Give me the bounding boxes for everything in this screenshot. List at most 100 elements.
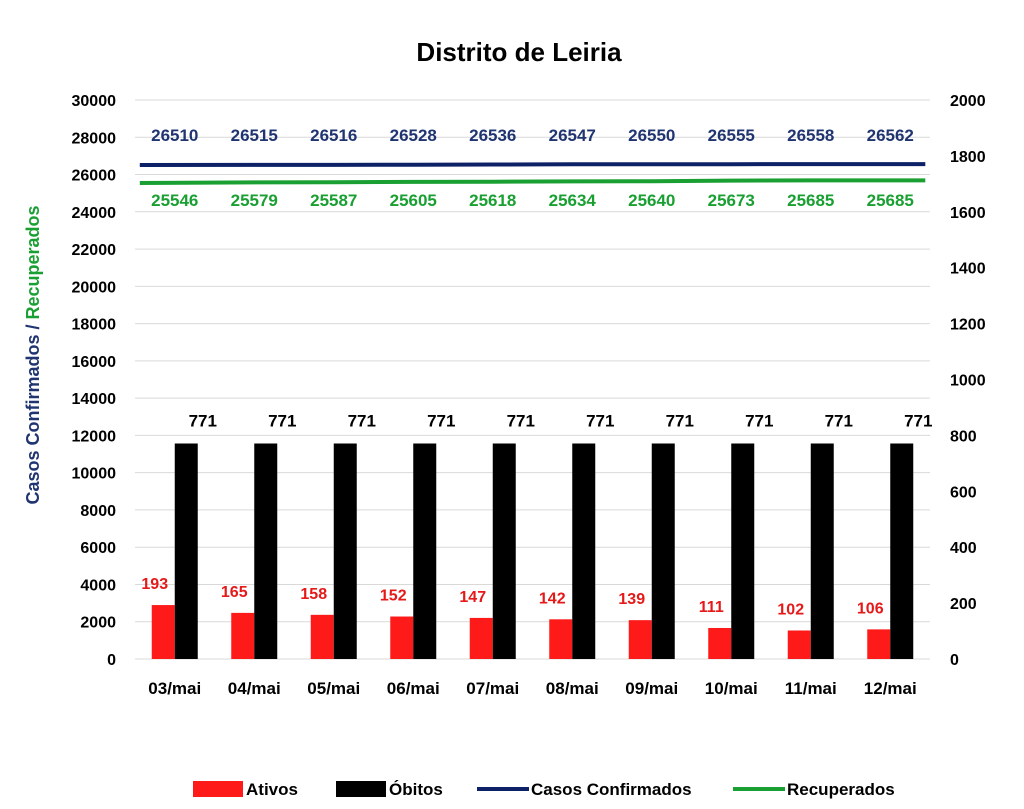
label-obitos: 771 (507, 412, 535, 431)
label-ativos: 165 (221, 584, 248, 601)
label-obitos: 771 (268, 412, 296, 431)
legend-swatch (336, 781, 386, 797)
label-casos-confirmados: 26510 (151, 126, 198, 145)
left-tick-label: 0 (107, 652, 116, 669)
label-recuperados: 25685 (867, 191, 914, 210)
left-tick-label: 4000 (80, 577, 116, 594)
chart-title: Distrito de Leiria (416, 37, 622, 67)
left-tick-label: 2000 (80, 615, 116, 632)
bar-obitos (731, 443, 755, 659)
category-label: 07/mai (466, 679, 519, 698)
label-ativos: 139 (618, 591, 645, 608)
label-recuperados: 25587 (310, 191, 357, 210)
legend-label: Recuperados (787, 780, 895, 799)
legend-item: Casos Confirmados (477, 780, 692, 799)
bar-ativos (310, 614, 334, 659)
label-ativos: 102 (777, 601, 804, 618)
bar-obitos (254, 443, 278, 659)
right-axis-ticks: 0 200 400 600 800 1000 1200 1400 1600 1800 2000 (950, 93, 986, 669)
label-obitos: 771 (666, 412, 694, 431)
left-tick-label: 10000 (72, 466, 117, 483)
label-casos-confirmados: 26547 (549, 126, 596, 145)
label-recuperados: 25634 (549, 191, 597, 210)
label-obitos: 771 (904, 412, 932, 431)
legend-swatch (193, 781, 243, 797)
label-recuperados: 25640 (628, 191, 675, 210)
label-ativos: 158 (300, 586, 327, 603)
label-casos-confirmados: 26515 (231, 126, 278, 145)
right-tick-label: 1600 (950, 205, 986, 222)
line-casos-confirmados (139, 162, 926, 167)
label-recuperados: 25579 (231, 191, 278, 210)
left-tick-label: 8000 (80, 503, 116, 520)
legend-label: Ativos (246, 780, 298, 799)
y-axis-label: Casos Confirmados / Recuperados (23, 205, 43, 504)
left-tick-label: 30000 (72, 93, 117, 110)
right-tick-label: 400 (950, 540, 977, 557)
right-tick-label: 1200 (950, 317, 986, 334)
left-tick-label: 18000 (72, 317, 117, 334)
category-label: 03/mai (148, 679, 201, 698)
bar-ativos (787, 630, 811, 659)
label-recuperados: 25618 (469, 191, 516, 210)
category-label: 09/mai (625, 679, 678, 698)
y-axis-label-part1: Casos Confirmados (23, 335, 43, 505)
category-label: 04/mai (228, 679, 281, 698)
bar-obitos (333, 443, 357, 659)
right-tick-label: 0 (950, 652, 959, 669)
right-tick-label: 1800 (950, 149, 986, 166)
bar-ativos (151, 605, 175, 659)
label-casos-confirmados: 26562 (867, 126, 914, 145)
label-ativos: 106 (857, 600, 884, 617)
label-ativos: 142 (539, 590, 566, 607)
bar-ativos (549, 619, 573, 659)
left-tick-label: 12000 (72, 428, 117, 445)
label-ativos: 111 (699, 599, 724, 616)
category-label: 10/mai (705, 679, 758, 698)
right-tick-label: 600 (950, 484, 977, 501)
bar-ativos (231, 612, 255, 659)
left-axis-ticks: 0 2000 4000 6000 8000 10000 12000 14000 16000 180… (72, 93, 117, 669)
left-tick-label: 20000 (72, 279, 117, 296)
bar-ativos (628, 620, 652, 659)
left-tick-label: 6000 (80, 540, 116, 557)
label-casos-confirmados: 26516 (310, 126, 357, 145)
y-axis-label-part2: Recuperados (23, 205, 43, 319)
label-casos-confirmados: 26536 (469, 126, 516, 145)
bar-obitos (810, 443, 834, 659)
right-tick-label: 200 (950, 596, 977, 613)
legend-item: Recuperados (733, 780, 895, 799)
label-casos-confirmados: 26555 (708, 126, 755, 145)
left-tick-label: 16000 (72, 354, 117, 371)
label-recuperados: 25673 (708, 191, 755, 210)
right-tick-label: 1400 (950, 261, 986, 278)
bar-ativos (708, 627, 732, 659)
bar-obitos (890, 443, 914, 659)
label-ativos: 147 (459, 589, 486, 606)
left-tick-label: 14000 (72, 391, 117, 408)
bar-obitos (492, 443, 516, 659)
label-casos-confirmados: 26528 (390, 126, 437, 145)
bar-series (151, 443, 914, 659)
label-recuperados: 25685 (787, 191, 834, 210)
label-recuperados: 25605 (390, 191, 437, 210)
bar-obitos (572, 443, 596, 659)
legend-item: Óbitos (336, 780, 443, 799)
category-label: 06/mai (387, 679, 440, 698)
category-label: 05/mai (307, 679, 360, 698)
legend: Ativos Óbitos Casos Confirmados Recuperados (193, 780, 895, 799)
y-axis-label-separator: / (23, 319, 43, 334)
category-label: 12/mai (864, 679, 917, 698)
line-recuperados (139, 178, 926, 185)
category-label: 08/mai (546, 679, 599, 698)
bar-obitos (651, 443, 675, 659)
left-tick-label: 26000 (72, 168, 117, 185)
label-recuperados: 25546 (151, 191, 198, 210)
label-ativos: 193 (141, 576, 168, 593)
data-labels: 193 771 165 771 158 771 152 771 147 771 142 771 139 7… (141, 126, 932, 618)
label-obitos: 771 (825, 412, 853, 431)
label-obitos: 771 (586, 412, 614, 431)
category-labels: 03/mai 04/mai 05/mai 06/mai 07/mai 08/mai 09/m… (148, 679, 916, 698)
bar-obitos (174, 443, 198, 659)
